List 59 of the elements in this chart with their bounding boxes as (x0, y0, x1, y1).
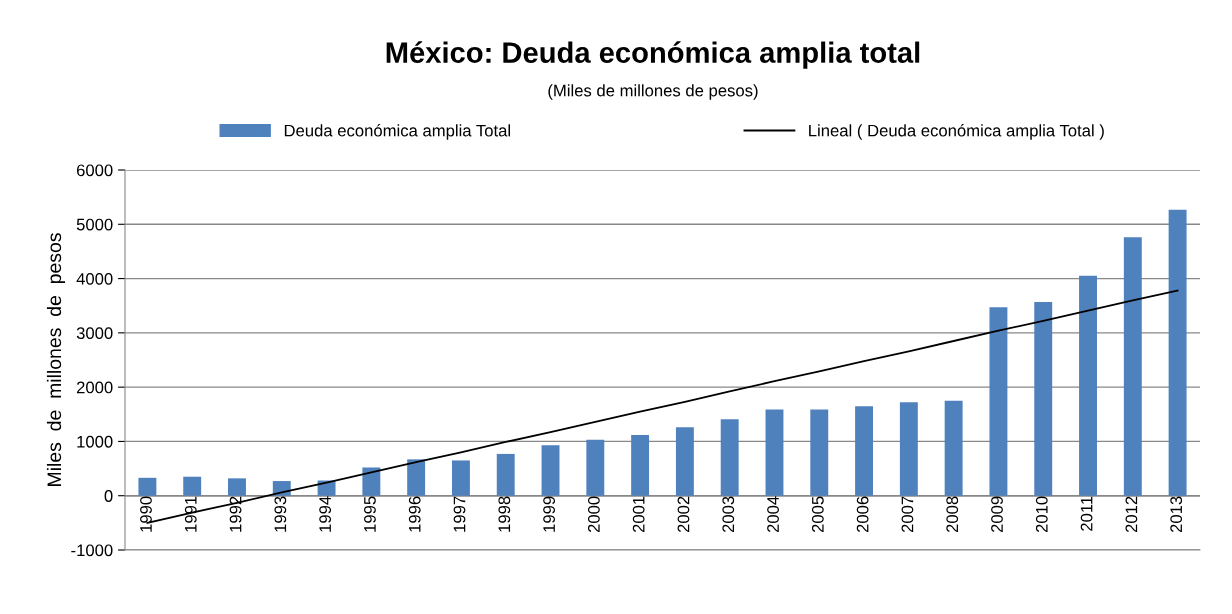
x-tick-label: 2011 (1080, 496, 1093, 531)
y-tick-label: 3000 (76, 327, 113, 340)
bar (765, 409, 784, 496)
bar (944, 400, 963, 496)
y-tick-label: 1000 (77, 435, 113, 448)
bar (675, 427, 694, 496)
bar (1034, 301, 1053, 496)
x-tick-label: 1996 (408, 496, 421, 532)
y-tick-label: 6000 (76, 164, 113, 177)
x-tick-label: 1999 (543, 496, 555, 532)
x-tick-label: 2008 (946, 496, 959, 533)
bar (1079, 275, 1097, 496)
bar (631, 434, 650, 496)
chart-subtitle: (Miles de millones de pesos) (548, 84, 758, 100)
x-tick-label: 2006 (856, 496, 869, 533)
x-tick-label: 2005 (811, 496, 824, 533)
x-tick-label: 2002 (677, 496, 690, 533)
x-tick-label: 2003 (722, 496, 735, 533)
bar (899, 402, 918, 496)
bar (855, 406, 874, 496)
bar (496, 453, 515, 496)
y-tick-label: 2000 (76, 381, 113, 394)
y-tick-label: 0 (104, 490, 113, 502)
x-tick-label: 1997 (453, 496, 466, 532)
x-tick-label: 1993 (274, 496, 287, 532)
bar (1123, 237, 1142, 496)
bar (362, 467, 381, 496)
y-tick-label: 4000 (76, 272, 113, 285)
x-tick-label: 1992 (229, 496, 242, 532)
bar (989, 307, 1008, 496)
x-tick-label: 1995 (364, 496, 376, 532)
x-tick-label: 1994 (319, 496, 332, 532)
x-tick-label: 1998 (498, 496, 511, 532)
bar (586, 439, 605, 496)
x-tick-label: 2012 (1125, 496, 1138, 533)
x-tick-label: 2007 (901, 496, 914, 533)
x-tick-label: 2009 (991, 496, 1003, 533)
y-tick-label: -1000 (71, 544, 113, 557)
bar (451, 460, 470, 496)
bar (407, 459, 426, 496)
bar (183, 476, 202, 496)
x-tick-label: 2000 (587, 496, 600, 533)
x-tick-label: 2004 (767, 496, 779, 533)
bar (228, 478, 246, 496)
bar (138, 477, 157, 496)
legend-label: Deuda económica amplia Total (284, 124, 510, 140)
x-tick-label: 1991 (184, 496, 197, 532)
legend-label: Lineal ( Deuda económica amplia Total ) (809, 124, 1104, 140)
bar (810, 409, 829, 496)
x-tick-label: 2001 (632, 496, 645, 533)
x-tick-label: 2010 (1035, 496, 1048, 533)
bar (541, 445, 560, 496)
y-tick-label: 5000 (76, 218, 113, 231)
x-tick-label: 2013 (1170, 496, 1183, 533)
chart-title: México: Deuda económica amplia total (386, 41, 920, 69)
x-tick-label: 1990 (140, 496, 152, 532)
bar (1168, 209, 1187, 496)
y-axis-title: Miles de millones de pesos (46, 233, 66, 486)
bar (720, 419, 739, 496)
